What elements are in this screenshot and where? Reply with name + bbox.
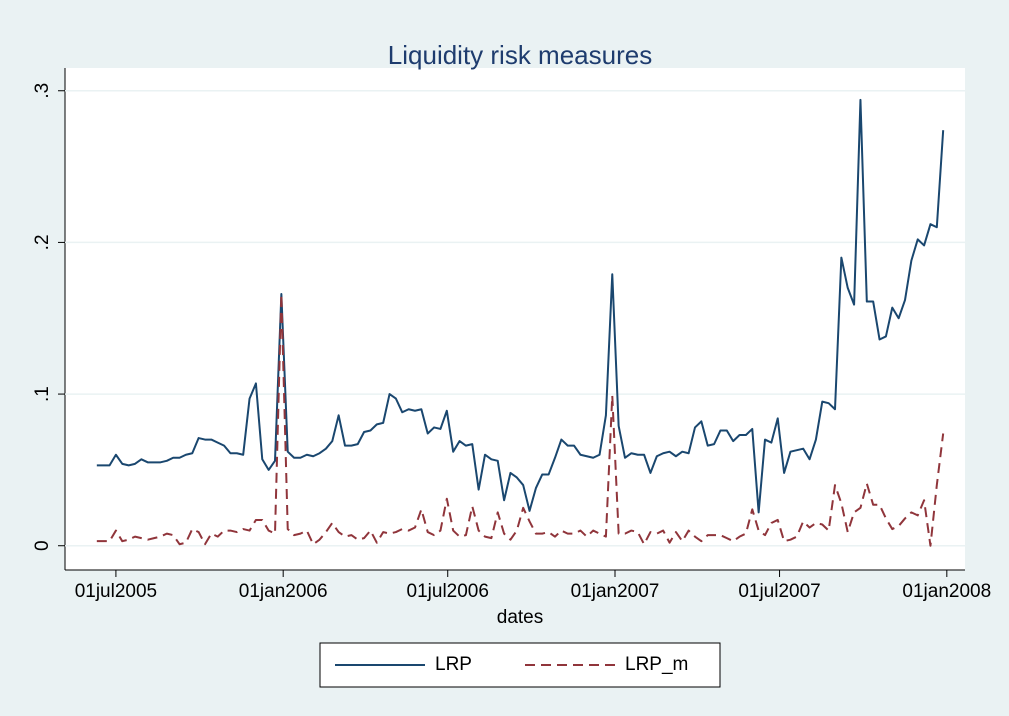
- legend-label: LRP: [435, 654, 472, 675]
- y-tick-label: .3: [32, 83, 53, 99]
- series-line: [96, 292, 945, 547]
- x-tick-label: 01jul2006: [407, 581, 489, 602]
- y-tick-label: .2: [32, 234, 53, 250]
- y-tick-label: .1: [32, 386, 53, 402]
- plot-area: [65, 68, 965, 570]
- y-tick-label: 0: [32, 540, 53, 551]
- chart-title: Liquidity risk measures: [388, 40, 652, 70]
- series-line: [96, 98, 945, 514]
- x-tick-label: 01jan2006: [239, 581, 328, 602]
- x-tick-label: 01jul2007: [738, 581, 820, 602]
- x-tick-label: 01jan2008: [902, 581, 991, 602]
- x-tick-label: 01jul2005: [75, 581, 157, 602]
- x-tick-label: 01jan2007: [571, 581, 660, 602]
- x-axis-label: dates: [497, 607, 543, 628]
- legend-label: LRP_m: [625, 654, 688, 675]
